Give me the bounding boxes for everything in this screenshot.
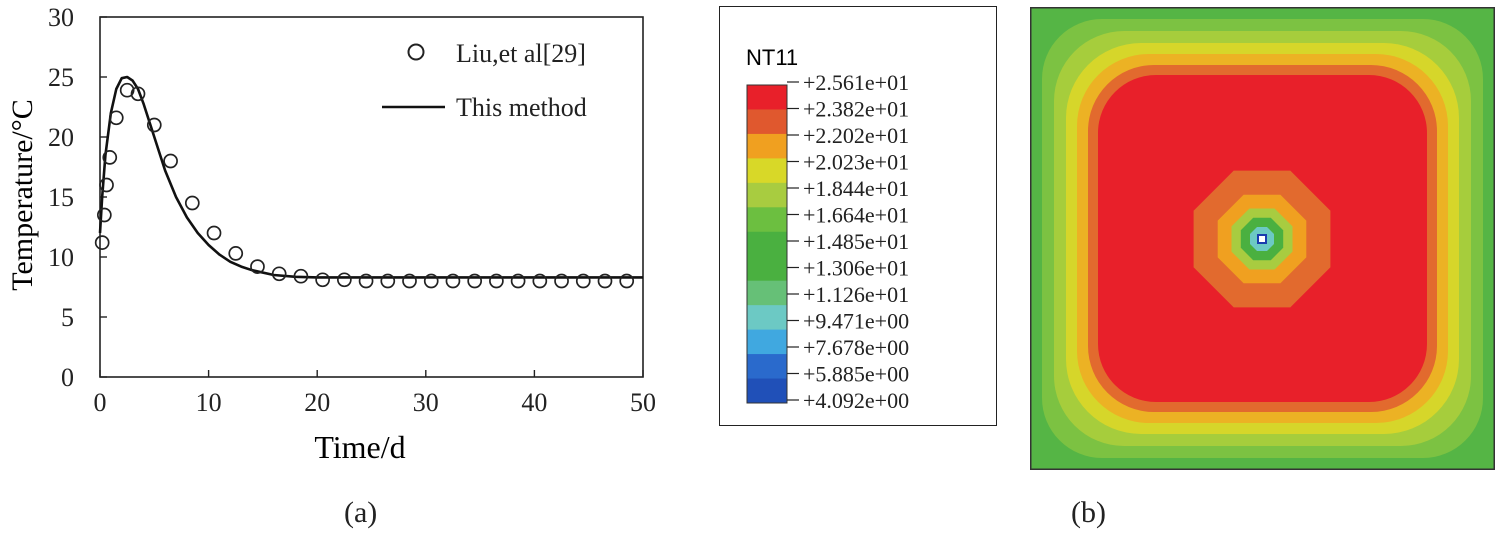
temperature-time-chart: 0 10 20 30 40 50 0 5 10 15 20 25 30 Liu,et al[29] Thi… <box>6 3 656 465</box>
y-axis-label: Temperature/°C <box>6 99 39 290</box>
liu-data-point <box>146 117 162 133</box>
legend-color-band <box>747 354 787 380</box>
legend-color-band <box>747 280 787 306</box>
y-tick-label: 25 <box>48 63 74 92</box>
legend-level-label: +2.202e+01 <box>803 123 909 148</box>
legend-level-label: +1.664e+01 <box>803 203 909 228</box>
legend-color-band <box>747 207 787 233</box>
liu-data-point <box>271 266 287 282</box>
legend-level-label: +2.023e+01 <box>803 150 909 175</box>
liu-data-point <box>102 150 118 165</box>
legend-color-band <box>747 109 787 135</box>
legend-level-label: +1.485e+01 <box>803 229 909 254</box>
caption-b: (b) <box>1071 496 1106 529</box>
liu-data-point <box>575 273 591 289</box>
y-tick-label: 0 <box>61 363 74 392</box>
liu-data-point <box>99 177 114 193</box>
legend-color-band <box>747 329 787 355</box>
legend-color-band <box>747 256 787 282</box>
liu-data-point <box>206 225 222 241</box>
legend-label-method: This method <box>456 93 587 122</box>
liu-data-point <box>489 273 504 289</box>
liu-data-point <box>510 273 526 289</box>
liu-data-point <box>108 110 124 126</box>
liu-data-point <box>228 246 244 261</box>
liu-data-point <box>94 235 110 250</box>
legend-level-label: +9.471e+00 <box>803 309 909 334</box>
liu-data-point <box>445 273 461 289</box>
legend-color-band <box>747 231 787 257</box>
legend-color-band <box>747 158 787 184</box>
liu-data-point <box>402 273 417 289</box>
caption-a: (a) <box>344 496 378 529</box>
legend-color-band <box>747 133 787 159</box>
liu-data-point <box>554 273 569 289</box>
x-axis-label: Time/d <box>314 429 405 465</box>
liu-data-point <box>358 273 374 289</box>
y-tick-label: 30 <box>48 3 74 32</box>
legend-level-label: +1.306e+01 <box>803 256 909 281</box>
legend-color-band <box>747 182 787 208</box>
liu-data-point <box>467 273 483 289</box>
legend-label-liu: Liu,et al[29] <box>456 39 586 68</box>
y-tick-label: 20 <box>48 123 74 152</box>
legend-level-label: +1.126e+01 <box>803 282 909 307</box>
x-tick-label: 0 <box>94 388 107 417</box>
contour-legend: NT11 +2.561e+01 +2.382e+01 +2.202e+01 +2.02… <box>719 6 997 426</box>
temperature-contour-plot <box>1030 7 1495 470</box>
legend-color-band <box>747 305 787 331</box>
x-tick-label: 30 <box>413 388 439 417</box>
liu-data-point <box>380 273 396 289</box>
liu-data-point <box>130 86 146 102</box>
legend-marker-liu <box>407 43 425 61</box>
y-tick-label: 10 <box>48 243 74 272</box>
legend-level-label: +5.885e+00 <box>803 362 909 387</box>
legend-level-label: +2.561e+01 <box>803 70 909 95</box>
liu-data-point <box>184 195 200 211</box>
y-tick-label: 15 <box>48 183 74 212</box>
legend-level-label: +7.678e+00 <box>803 335 909 360</box>
legend-level-label: +2.382e+01 <box>803 97 909 122</box>
liu-data-point <box>423 273 439 289</box>
liu-data-point <box>293 268 309 284</box>
x-tick-label: 40 <box>521 388 547 417</box>
liu-data-point <box>96 207 112 223</box>
x-tick-label: 10 <box>196 388 222 417</box>
liu-data-point <box>337 272 352 288</box>
liu-data-point <box>163 153 178 169</box>
x-tick-label: 20 <box>304 388 330 417</box>
liu-data-point <box>597 273 613 289</box>
legend-level-label: +1.844e+01 <box>803 176 909 201</box>
legend-title: NT11 <box>746 45 798 70</box>
y-tick-label: 5 <box>61 303 74 332</box>
heat-source-marker <box>1257 234 1267 244</box>
x-tick-label: 50 <box>630 388 656 417</box>
this-method-line <box>98 75 643 279</box>
legend-level-label: +4.092e+00 <box>803 388 909 413</box>
plot-frame <box>99 16 644 378</box>
legend-color-band <box>747 85 787 110</box>
legend-band-border <box>746 84 788 404</box>
liu-data-point <box>315 272 330 288</box>
contour-frame <box>1030 7 1495 470</box>
liu-data-point <box>250 259 265 274</box>
liu-data-point <box>619 273 635 289</box>
liu-data-point <box>532 273 548 289</box>
legend-color-band <box>747 378 787 404</box>
